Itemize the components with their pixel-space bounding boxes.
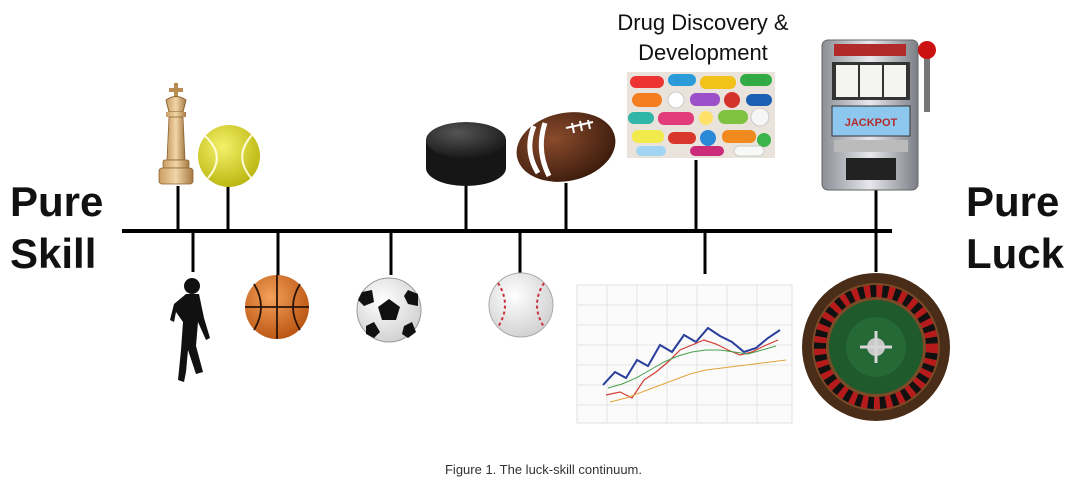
drug-discovery-label: Drug Discovery & Development [590,8,816,68]
stock-chart-image [576,284,793,424]
pure-luck-line2: Luck [966,230,1065,277]
tennis-ball-icon [198,125,260,187]
pure-skill-line2: Skill [10,230,97,277]
chess-king-icon [158,83,194,185]
pure-luck-label: Pure Luck [966,176,1064,280]
ticks-below [191,231,878,278]
basketball-icon [245,275,309,339]
slot-machine-icon: JACKPOT [821,39,936,191]
pure-skill-line1: Pure [10,178,104,225]
soccer-ball-icon [356,277,422,343]
hockey-puck-icon [426,122,506,186]
pure-luck-line1: Pure [966,178,1060,225]
pure-skill-label: Pure Skill [10,176,103,280]
roulette-wheel-icon [802,273,950,421]
baseball-icon [488,272,554,338]
ticks-above [176,160,878,231]
american-football-icon [516,112,616,182]
drug-discovery-line1: Drug Discovery & [617,10,789,35]
figure-caption: Figure 1. The luck-skill continuum. [444,462,642,477]
slot-machine-text: JACKPOT [845,117,898,129]
drug-discovery-line2: Development [638,40,768,65]
pills-image [627,72,775,158]
runner-silhouette-icon [170,278,210,382]
